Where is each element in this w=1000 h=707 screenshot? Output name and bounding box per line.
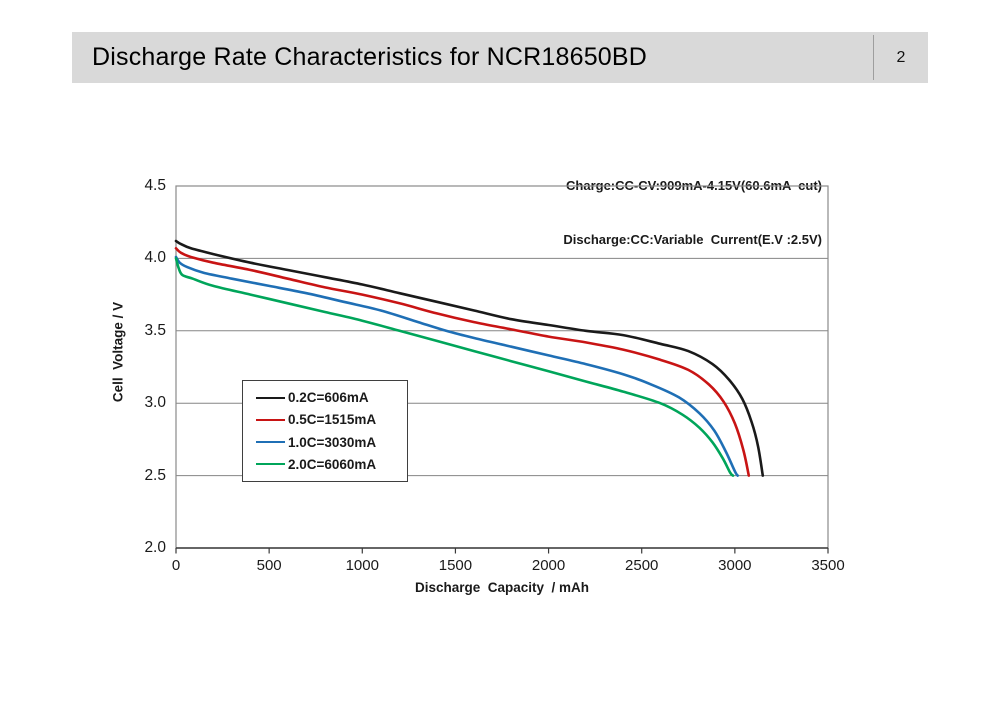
y-tick-label: 4.5 xyxy=(144,177,166,194)
legend-item: 1.0C=3030mA xyxy=(256,435,407,450)
x-tick-label: 2500 xyxy=(625,557,659,574)
y-tick-label: 2.5 xyxy=(144,466,166,484)
series-line-1.0C=3030mA xyxy=(174,255,739,477)
page-title: Discharge Rate Characteristics for NCR18… xyxy=(92,43,648,71)
series-line-0.2C=606mA xyxy=(174,239,765,477)
legend-label: 0.2C=606mA xyxy=(288,390,369,406)
header-separator xyxy=(873,35,874,80)
x-tick-label: 500 xyxy=(256,557,282,574)
x-axis-title: Discharge Capacity / mAh xyxy=(414,580,590,595)
header-bar: Discharge Rate Characteristics for NCR18… xyxy=(72,32,928,83)
y-tick-label: 3.0 xyxy=(144,394,166,412)
plot-border xyxy=(175,185,829,549)
page-number: 2 xyxy=(896,48,906,66)
legend-line-swatch xyxy=(256,418,285,421)
series-line-0.5C=1515mA xyxy=(174,247,751,477)
x-tick-label: 3000 xyxy=(718,557,752,574)
legend-item: 0.2C=606mA xyxy=(256,390,407,405)
chart-annotation: Charge:CC-CV:909mA-4.15V(60.6mA cut) Dis… xyxy=(563,141,822,285)
y-tick-label: 2.0 xyxy=(144,539,166,556)
legend-line-swatch xyxy=(256,463,285,466)
x-tick-label: 0 xyxy=(171,557,181,574)
legend-item: 0.5C=1515mA xyxy=(256,412,407,427)
x-tick-label: 2000 xyxy=(531,557,566,574)
legend-line-swatch xyxy=(256,441,285,444)
x-tick-label: 3500 xyxy=(811,557,845,574)
legend-label: 0.5C=1515mA xyxy=(288,412,377,428)
y-tick-label: 3.5 xyxy=(144,321,166,339)
legend-item: 2.0C=6060mA xyxy=(256,457,407,472)
y-tick-label: 4.0 xyxy=(144,249,166,267)
series-line-2.0C=6060mA xyxy=(174,257,735,477)
x-tick-label: 1000 xyxy=(345,557,379,574)
legend-label: 2.0C=6060mA xyxy=(288,456,377,472)
x-tick-label: 1500 xyxy=(438,557,473,574)
annotation-line-discharge: Discharge:CC:Variable Current(E.V :2.5V) xyxy=(563,232,822,247)
legend-line-swatch xyxy=(256,396,285,399)
legend-label: 1.0C=3030mA xyxy=(288,434,377,450)
chart-legend: 0.2C=606mA 0.5C=1515mA 1.0C=3030mA 2.0C=606… xyxy=(242,380,408,482)
